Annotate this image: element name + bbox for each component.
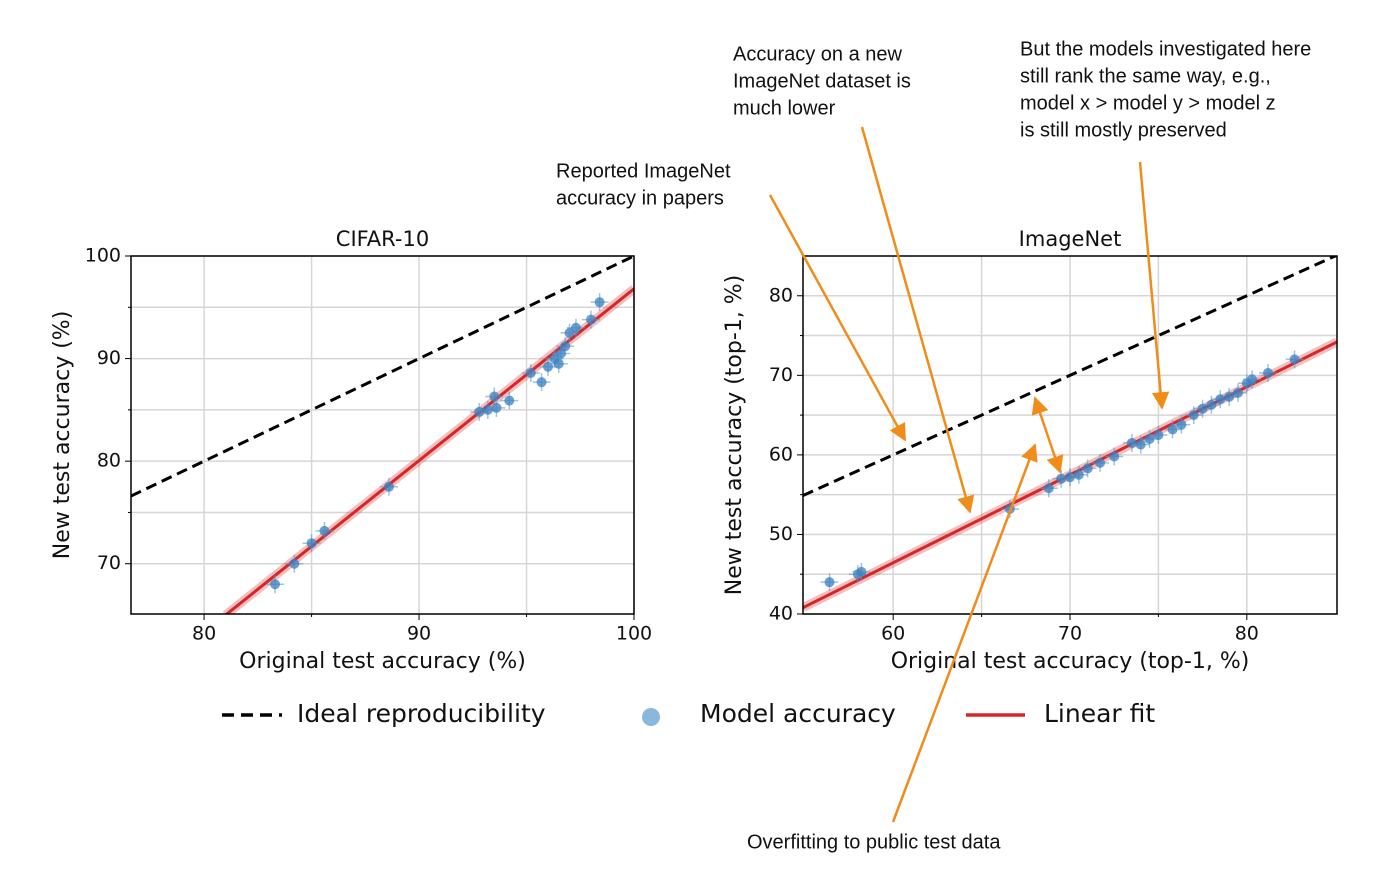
point — [1126, 437, 1137, 448]
point — [474, 406, 485, 417]
double-arrow — [1031, 396, 1064, 474]
point — [1215, 394, 1226, 405]
point — [1153, 430, 1164, 440]
chart-title: CIFAR-10 — [336, 227, 429, 251]
ideal-line — [131, 256, 634, 498]
point — [482, 404, 493, 415]
point — [1167, 424, 1178, 435]
point — [289, 558, 300, 569]
y-tick-label: 50 — [769, 523, 793, 545]
point — [553, 358, 564, 369]
plot: 60 70 80 40 50 60 70 80 ImageNet Original test ac… — [722, 227, 1338, 674]
annotation: Reported ImageNet — [556, 160, 731, 182]
arrow — [768, 194, 907, 442]
point — [306, 538, 317, 549]
point — [1247, 374, 1258, 385]
point — [594, 297, 605, 308]
point — [1065, 472, 1075, 483]
point — [504, 395, 515, 406]
x-tick-label: 60 — [881, 623, 905, 645]
arrow — [860, 126, 975, 514]
legend-label: Linear fit — [1044, 699, 1155, 728]
annotation: Overfitting to public test data — [747, 831, 1001, 853]
legend-swatch — [642, 708, 660, 726]
x-tick-label: 80 — [1235, 623, 1259, 645]
point — [319, 525, 330, 536]
y-tick-label: 80 — [97, 450, 121, 472]
point — [1206, 399, 1217, 410]
annotation: accuracy in papers — [556, 187, 724, 209]
annotation: much lower — [733, 97, 836, 119]
ideal-line — [803, 256, 1337, 497]
point — [270, 579, 281, 590]
point — [536, 377, 547, 388]
point — [1197, 403, 1208, 414]
point — [1109, 451, 1120, 462]
y-tick-label: 70 — [769, 364, 793, 386]
point — [1073, 469, 1084, 480]
point — [1082, 463, 1093, 474]
point — [489, 391, 500, 402]
y-tick-label: 80 — [769, 284, 793, 306]
fit-line — [224, 287, 634, 614]
y-tick-label: 70 — [97, 552, 121, 574]
annotation: ImageNet dataset is — [733, 70, 911, 92]
y-tick-label: 60 — [769, 443, 793, 465]
y-axis-label: New test accuracy (%) — [50, 311, 75, 560]
annotation: still rank the same way, e.g., — [1020, 65, 1271, 87]
x-tick-label: 90 — [407, 623, 431, 645]
y-tick-label: 100 — [85, 245, 121, 267]
annotation: But the models investigated here — [1020, 38, 1311, 60]
point — [1232, 387, 1243, 398]
x-tick-label: 80 — [192, 623, 216, 645]
point — [1224, 391, 1235, 402]
annotation: model x > model y > model z — [1020, 92, 1276, 114]
y-tick-label: 40 — [769, 603, 793, 625]
x-tick-label: 70 — [1058, 623, 1082, 645]
point — [1188, 410, 1199, 421]
arrow — [1138, 161, 1170, 410]
point — [383, 481, 394, 492]
point — [1176, 419, 1187, 430]
point — [1043, 483, 1054, 494]
y-tick-label: 90 — [97, 347, 121, 369]
point — [1095, 457, 1106, 468]
annotation: Accuracy on a new — [733, 43, 903, 65]
x-axis-label: Original test accuracy (%) — [239, 649, 526, 674]
point — [1056, 473, 1067, 484]
point — [824, 577, 835, 588]
chart-title: ImageNet — [1019, 227, 1122, 251]
point — [525, 367, 536, 378]
point — [1144, 433, 1155, 444]
point — [491, 402, 502, 413]
plot: 80 90 100 70 80 90 100 CIFAR-10 Original test ac… — [50, 227, 652, 674]
point — [586, 314, 597, 325]
point — [1135, 439, 1146, 450]
annotation: is still mostly preserved — [1020, 119, 1227, 141]
y-axis-label: New test accuracy (top-1, %) — [722, 275, 747, 596]
arrow — [891, 443, 1038, 823]
axes-frame — [130, 255, 635, 615]
point — [555, 348, 566, 359]
point — [1289, 354, 1300, 365]
point — [560, 341, 571, 352]
plot-area — [803, 256, 1337, 612]
point — [1263, 367, 1274, 378]
x-tick-label: 100 — [616, 623, 652, 645]
point — [570, 322, 581, 333]
plot-area — [131, 256, 634, 614]
x-axis-label: Original test accuracy (top-1, %) — [891, 649, 1250, 674]
legend-label: Ideal reproducibility — [297, 699, 546, 728]
legend-label: Model accuracy — [700, 699, 896, 728]
point — [856, 566, 867, 577]
